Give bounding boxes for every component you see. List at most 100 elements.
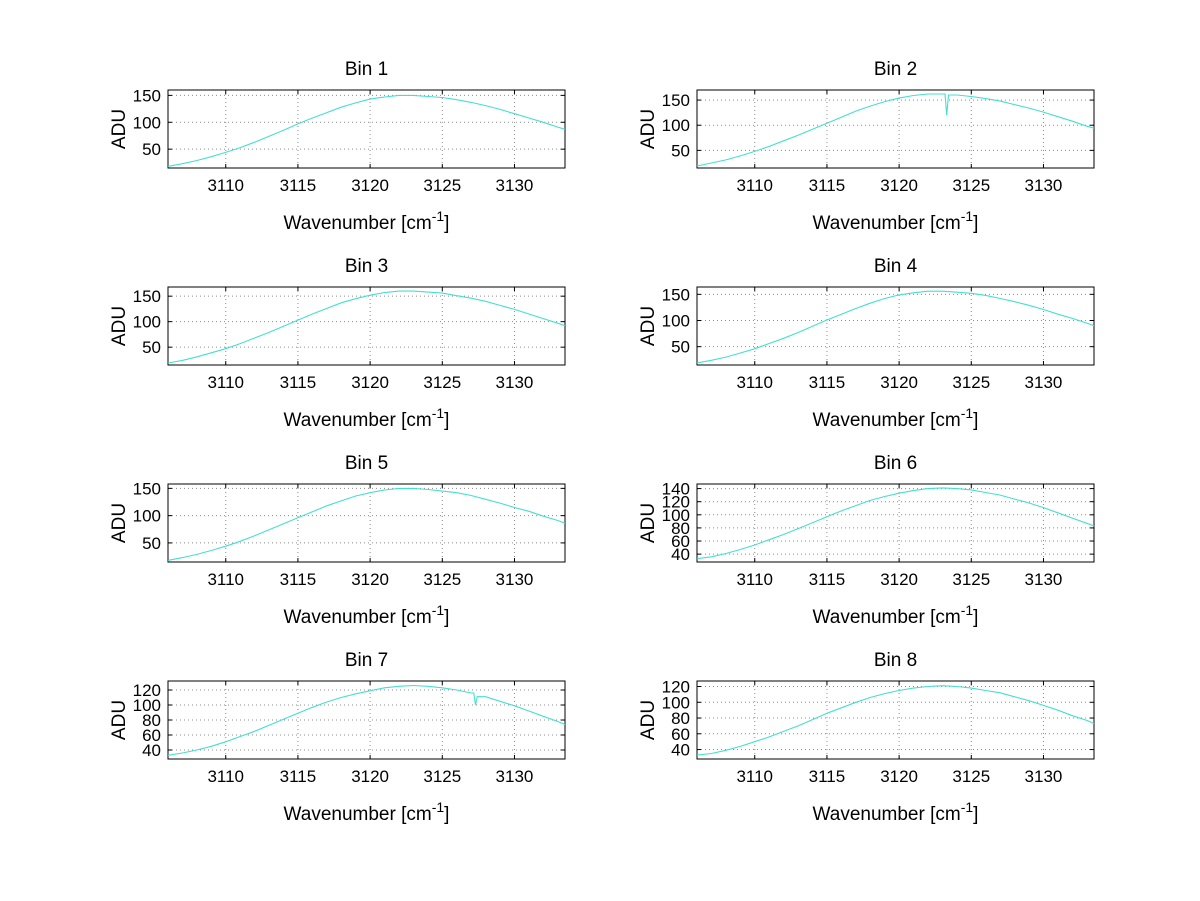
axes-box bbox=[167, 483, 566, 563]
x-tick-label: 3110 bbox=[736, 570, 773, 589]
x-tick-label: 3115 bbox=[809, 373, 846, 392]
spectrum-line bbox=[696, 93, 1095, 167]
x-tick-label: 3120 bbox=[351, 570, 389, 589]
y-tick-label: 150 bbox=[133, 287, 161, 306]
x-tick-label: 3125 bbox=[952, 373, 990, 392]
x-tick-label: 3130 bbox=[496, 767, 534, 786]
x-axis-label: Wavenumber [cm-1] bbox=[284, 405, 450, 431]
x-tick-label: 3120 bbox=[880, 176, 918, 195]
subplot-bin-3: Bin 3 50 100 150 3110 3115 3120 3125 3130 ADU Wave… bbox=[105, 242, 575, 434]
x-tick-label: 3110 bbox=[207, 373, 244, 392]
x-tick-label: 3125 bbox=[423, 570, 461, 589]
spectrum-line bbox=[167, 94, 566, 167]
axes-box bbox=[167, 680, 566, 760]
subplot-title: Bin 5 bbox=[345, 453, 388, 474]
axes-box bbox=[696, 89, 1095, 169]
subplot-title: Bin 7 bbox=[345, 650, 388, 671]
y-tick-label: 40 bbox=[142, 741, 161, 760]
y-tick-label: 100 bbox=[133, 507, 161, 526]
y-tick-label: 150 bbox=[662, 285, 690, 304]
x-tick-label: 3120 bbox=[351, 767, 389, 786]
plot-area-bin-2: Bin 2 50 100 150 3110 3115 3120 3125 3130 ADU Wave… bbox=[638, 59, 1095, 234]
y-axis-label: ADU bbox=[638, 700, 659, 740]
subplot-bin-8: Bin 8 40 60 80 100 120 3110 3115 3120 3125 3130 ADU… bbox=[634, 636, 1104, 828]
y-tick-label: 50 bbox=[142, 338, 161, 357]
y-tick-label: 40 bbox=[671, 545, 690, 564]
spectrum-line bbox=[696, 487, 1095, 560]
y-axis-label: ADU bbox=[109, 700, 130, 740]
spectrum-line bbox=[696, 290, 1095, 364]
y-tick-label: 100 bbox=[133, 113, 161, 132]
y-axis-label: ADU bbox=[638, 306, 659, 346]
spectrum-line bbox=[167, 487, 566, 561]
y-tick-label: 150 bbox=[662, 91, 690, 110]
y-tick-label: 50 bbox=[142, 140, 161, 159]
x-tick-label: 3115 bbox=[280, 176, 317, 195]
spectrum-line bbox=[167, 684, 566, 756]
y-tick-label: 80 bbox=[142, 711, 161, 730]
axes-box bbox=[167, 89, 566, 169]
subplot-title: Bin 3 bbox=[345, 256, 388, 277]
x-tick-label: 3110 bbox=[736, 373, 773, 392]
x-tick-label: 3125 bbox=[423, 767, 461, 786]
y-tick-label: 80 bbox=[671, 709, 690, 728]
y-tick-label: 100 bbox=[662, 312, 690, 331]
y-tick-label: 120 bbox=[662, 493, 690, 512]
x-tick-label: 3115 bbox=[280, 373, 317, 392]
subplot-title: Bin 2 bbox=[874, 59, 917, 80]
y-tick-label: 120 bbox=[662, 678, 690, 697]
x-axis-label: Wavenumber [cm-1] bbox=[813, 208, 979, 234]
subplot-title: Bin 1 bbox=[345, 59, 388, 80]
plot-area-bin-4: Bin 4 50 100 150 3110 3115 3120 3125 3130 ADU Wave… bbox=[638, 256, 1095, 431]
subplot-bin-1: Bin 1 50 100 150 3110 3115 3120 3125 3130 ADU Wave… bbox=[105, 45, 575, 237]
y-tick-label: 60 bbox=[671, 725, 690, 744]
x-tick-label: 3130 bbox=[1025, 373, 1063, 392]
x-tick-label: 3125 bbox=[952, 570, 990, 589]
y-axis-label: ADU bbox=[638, 109, 659, 149]
y-tick-label: 140 bbox=[662, 480, 690, 499]
x-tick-label: 3130 bbox=[496, 373, 534, 392]
x-tick-label: 3130 bbox=[1025, 767, 1063, 786]
x-axis-label: Wavenumber [cm-1] bbox=[813, 405, 979, 431]
x-tick-label: 3130 bbox=[496, 176, 534, 195]
x-tick-label: 3130 bbox=[1025, 570, 1063, 589]
x-tick-label: 3125 bbox=[952, 176, 990, 195]
x-tick-label: 3120 bbox=[351, 373, 389, 392]
y-tick-label: 100 bbox=[133, 696, 161, 715]
spectrum-line bbox=[167, 290, 566, 364]
x-axis-label: Wavenumber [cm-1] bbox=[284, 602, 450, 628]
y-tick-label: 60 bbox=[142, 726, 161, 745]
subplot-bin-7: Bin 7 40 60 80 100 120 3110 3115 3120 3125 3130 ADU… bbox=[105, 636, 575, 828]
y-tick-label: 100 bbox=[662, 116, 690, 135]
x-tick-label: 3110 bbox=[207, 767, 244, 786]
x-tick-label: 3120 bbox=[880, 373, 918, 392]
y-tick-label: 80 bbox=[671, 519, 690, 538]
axes-box bbox=[696, 483, 1095, 563]
subplot-bin-6: Bin 6 40 60 80 100 120 140 3110 3115 3120 3125 3130… bbox=[634, 439, 1104, 631]
x-tick-label: 3120 bbox=[880, 767, 918, 786]
plot-area-bin-5: Bin 5 50 100 150 3110 3115 3120 3125 3130 ADU Wave… bbox=[109, 453, 566, 628]
x-tick-label: 3110 bbox=[736, 767, 773, 786]
x-tick-label: 3115 bbox=[809, 176, 846, 195]
x-tick-label: 3115 bbox=[280, 767, 317, 786]
y-tick-label: 100 bbox=[662, 506, 690, 525]
subplot-bin-2: Bin 2 50 100 150 3110 3115 3120 3125 3130 ADU Wave… bbox=[634, 45, 1104, 237]
y-axis-label: ADU bbox=[638, 503, 659, 543]
subplot-bin-4: Bin 4 50 100 150 3110 3115 3120 3125 3130 ADU Wave… bbox=[634, 242, 1104, 434]
x-axis-label: Wavenumber [cm-1] bbox=[813, 799, 979, 825]
x-tick-label: 3125 bbox=[423, 176, 461, 195]
x-tick-label: 3125 bbox=[952, 767, 990, 786]
subplot-bin-5: Bin 5 50 100 150 3110 3115 3120 3125 3130 ADU Wave… bbox=[105, 439, 575, 631]
y-tick-label: 150 bbox=[133, 86, 161, 105]
x-tick-label: 3130 bbox=[496, 570, 534, 589]
y-tick-label: 50 bbox=[142, 534, 161, 553]
x-tick-label: 3110 bbox=[207, 176, 244, 195]
x-axis-label: Wavenumber [cm-1] bbox=[284, 799, 450, 825]
subplot-title: Bin 8 bbox=[874, 650, 917, 671]
y-tick-label: 50 bbox=[671, 141, 690, 160]
y-tick-label: 60 bbox=[671, 532, 690, 551]
